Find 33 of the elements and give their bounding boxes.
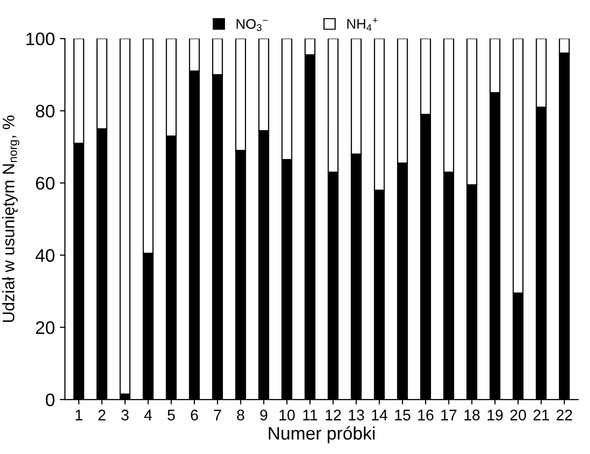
x-tick-label: 20 xyxy=(510,410,526,420)
x-tick-label: 4 xyxy=(144,410,152,420)
y-tick-label: 40 xyxy=(36,249,54,262)
x-tick-label: 12 xyxy=(326,410,341,420)
x-tick-label: 2 xyxy=(98,410,106,420)
legend-label: NO$_{3}$$^{−}$ xyxy=(236,19,268,32)
x-tick-label: 19 xyxy=(488,410,503,420)
x-tick-label: 17 xyxy=(441,410,456,420)
x-tick-label: 5 xyxy=(168,410,175,420)
x-tick-label: 7 xyxy=(214,410,221,420)
x-tick-label: 15 xyxy=(395,410,410,420)
x-tick-label: 13 xyxy=(348,410,364,420)
x-axis-title: Numer próbki xyxy=(268,426,375,444)
x-tick-label: 21 xyxy=(533,410,549,420)
x-tick-label: 8 xyxy=(237,410,244,420)
x-tick-label: 22 xyxy=(556,410,572,420)
x-tick-label: 1 xyxy=(76,410,82,420)
x-tick-label: 11 xyxy=(303,410,318,420)
x-tick-label: 3 xyxy=(121,410,129,420)
y-tick-label: 80 xyxy=(36,104,54,118)
x-tick-label: 16 xyxy=(418,410,434,420)
y-axis-title: Udział w usuniętym N$_{norg}$, % xyxy=(2,116,20,322)
bar xyxy=(120,38,130,395)
legend-label: NH$_{4}$$^{+}$ xyxy=(347,18,378,31)
x-tick-label: 10 xyxy=(280,410,295,420)
x-tick-label: 18 xyxy=(464,410,480,420)
x-tick-label: 9 xyxy=(260,410,268,420)
x-tick-label: 6 xyxy=(190,410,198,420)
y-tick-label: 60 xyxy=(36,176,54,190)
y-tick-label: 100 xyxy=(26,32,54,46)
y-tick-label: 0 xyxy=(46,393,54,406)
x-tick-label: 14 xyxy=(372,410,388,420)
y-tick-label: 20 xyxy=(36,321,54,334)
